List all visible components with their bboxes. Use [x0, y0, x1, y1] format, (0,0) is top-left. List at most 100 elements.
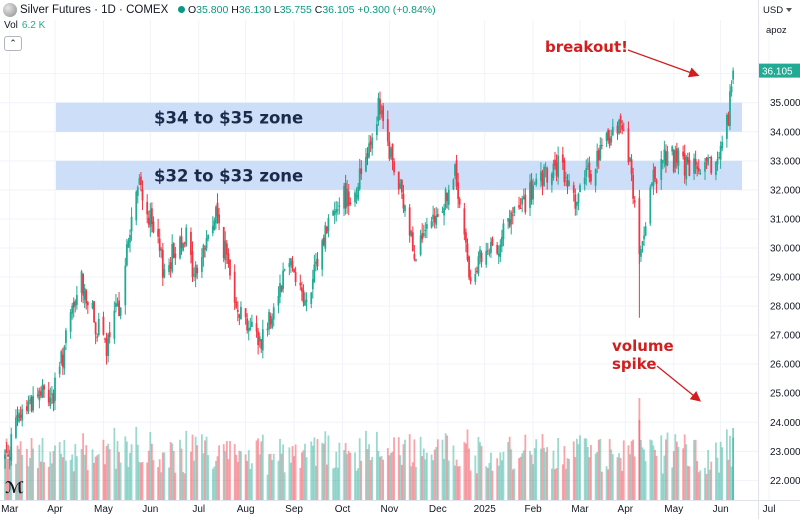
- candle-body: [643, 235, 645, 240]
- candle-body: [379, 99, 381, 115]
- candle-body: [510, 212, 513, 225]
- volume-bar: [474, 455, 477, 500]
- volume-bar: [150, 443, 153, 500]
- chart-header: Silver Futures · 1D · COMEX O35.800 H36.…: [0, 0, 760, 22]
- candle-body: [424, 230, 427, 232]
- y-tick-label: 33.000: [770, 156, 800, 167]
- candle-body: [632, 174, 635, 199]
- candle-body: [421, 233, 424, 240]
- silver-symbol-icon[interactable]: [3, 3, 17, 17]
- volume-bar: [7, 458, 10, 500]
- candle-body: [19, 414, 22, 418]
- candle-body: [191, 251, 194, 278]
- candle-body: [332, 210, 335, 216]
- y-tick-label: 35.000: [770, 98, 800, 109]
- volume-bar: [72, 471, 75, 500]
- volume-bar: [235, 454, 238, 500]
- candle-body: [280, 285, 283, 292]
- volume-bar: [683, 434, 686, 500]
- volume-bar: [432, 460, 435, 500]
- candle-body: [336, 209, 339, 211]
- chevron-up-icon: ⌃: [9, 38, 17, 48]
- volume-bar: [368, 444, 370, 500]
- candle-body: [324, 225, 327, 249]
- candle-body: [322, 237, 325, 246]
- volume-bar: [475, 473, 478, 500]
- volume-bar: [377, 451, 380, 500]
- candle-body: [555, 162, 558, 176]
- candle-body: [104, 338, 106, 340]
- y-tick-label: 27.000: [770, 331, 800, 342]
- candle-body: [400, 180, 403, 193]
- volume-bar: [205, 436, 208, 500]
- volume-bar: [294, 444, 297, 500]
- x-tick-label: Oct: [335, 504, 351, 515]
- volume-bar: [452, 445, 455, 500]
- symbol-title[interactable]: Silver Futures · 1D · COMEX: [20, 4, 169, 16]
- candle-body: [150, 208, 153, 225]
- candle-body: [107, 334, 110, 356]
- volume-bar: [400, 464, 403, 500]
- volume-bar: [300, 452, 303, 500]
- volume-bar: [305, 457, 308, 500]
- candle-body: [563, 160, 566, 183]
- candle-body: [446, 192, 449, 202]
- candle-body: [666, 151, 669, 166]
- volume-bar: [716, 457, 719, 500]
- candle-body: [696, 166, 699, 170]
- volume-bar: [282, 444, 285, 500]
- candle-body: [479, 249, 481, 258]
- volume-bar: [533, 448, 536, 500]
- volume-bar: [550, 468, 553, 500]
- volume-bar: [425, 452, 428, 500]
- candle-body: [466, 243, 469, 260]
- tradingview-logo[interactable]: ℳ: [5, 480, 24, 497]
- volume-bar: [357, 468, 360, 500]
- volume-bar: [555, 468, 558, 500]
- candle-body: [321, 240, 324, 270]
- volume-bar: [693, 440, 695, 500]
- x-tick-label: May: [94, 504, 113, 515]
- candle-body: [279, 283, 281, 297]
- volume-bar: [710, 461, 713, 500]
- candle-body: [524, 194, 527, 213]
- candle-body: [71, 305, 74, 314]
- volume-bar: [622, 440, 625, 500]
- candle-body: [72, 302, 75, 308]
- volume-bar: [379, 456, 381, 500]
- volume-bar: [532, 464, 535, 500]
- candle-body: [463, 208, 466, 235]
- volume-bar: [183, 473, 186, 500]
- candle-body: [565, 176, 567, 179]
- candle-body: [227, 253, 230, 264]
- candle-body: [294, 272, 297, 282]
- candle-body: [240, 306, 242, 320]
- collapse-legend-button[interactable]: ⌃: [4, 36, 22, 51]
- volume-bar: [290, 462, 292, 500]
- volume-bar: [386, 448, 389, 500]
- candle-body: [282, 270, 285, 289]
- volume-bar: [83, 454, 86, 500]
- volume-bar: [704, 467, 706, 500]
- volume-bar: [727, 459, 730, 500]
- candle-body: [436, 214, 439, 217]
- volume-bar: [344, 443, 347, 500]
- scale-toggle[interactable]: apoz: [766, 25, 787, 36]
- volume-bar: [572, 441, 575, 500]
- candle-body: [588, 162, 591, 178]
- currency-selector[interactable]: USD: [763, 5, 792, 16]
- candle-body: [718, 157, 720, 159]
- volume-bar: [546, 447, 549, 500]
- y-tick-label: 22.000: [770, 476, 800, 487]
- volume-bar: [433, 449, 436, 500]
- candle-body: [444, 189, 447, 209]
- candle-body: [491, 238, 494, 246]
- candle-body: [61, 354, 64, 367]
- close-label: C: [314, 4, 323, 16]
- volume-bar: [638, 398, 641, 500]
- volume-bar: [674, 434, 677, 500]
- candle-body: [316, 258, 319, 267]
- volume-bar: [608, 439, 611, 500]
- candle-body: [575, 202, 578, 206]
